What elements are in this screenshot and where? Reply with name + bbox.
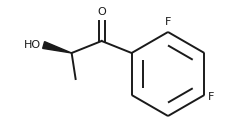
- Polygon shape: [43, 42, 71, 53]
- Text: F: F: [207, 92, 214, 102]
- Text: HO: HO: [23, 40, 40, 50]
- Text: F: F: [164, 17, 170, 27]
- Text: O: O: [97, 7, 106, 17]
